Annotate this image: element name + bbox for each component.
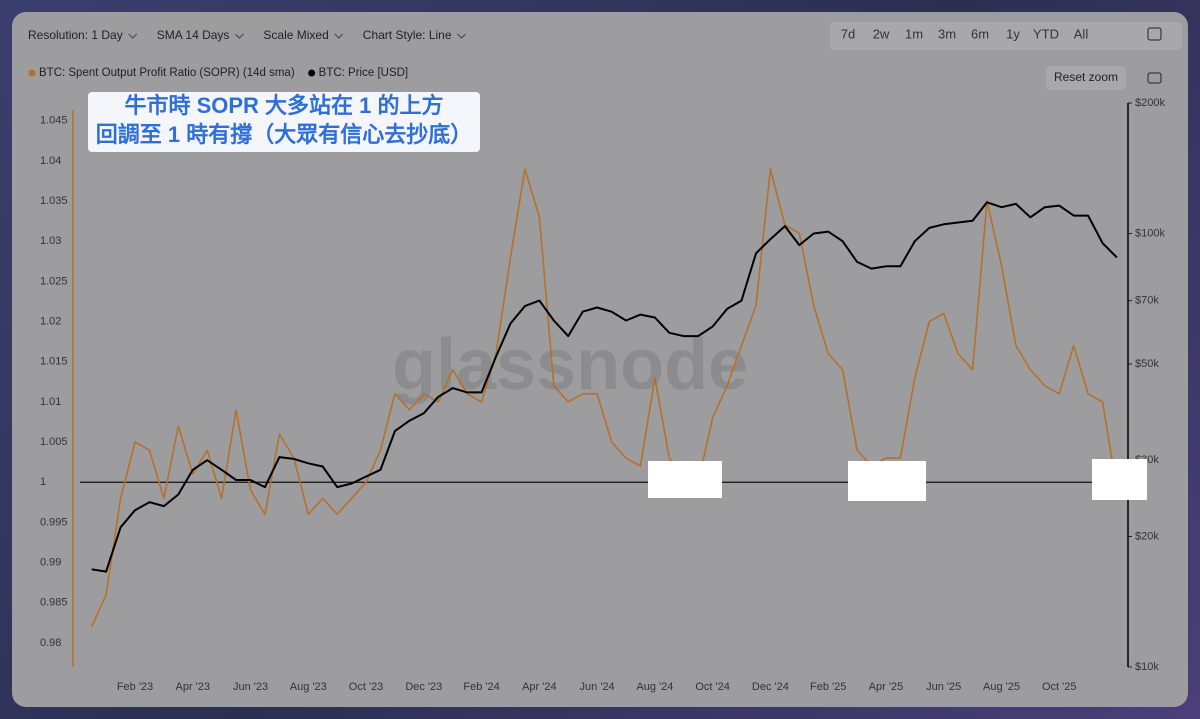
y-tick-label: 1.04 [40, 155, 61, 167]
card [12, 12, 1188, 707]
x-tick-label: Aug '24 [636, 681, 673, 693]
toolbar-dropdown[interactable]: Chart Style: Line [363, 28, 452, 42]
y2-tick-label: $50k [1135, 358, 1159, 370]
y2-tick-label: $10k [1135, 661, 1159, 673]
range-button[interactable]: All [1074, 26, 1089, 41]
y-tick-label: 0.99 [40, 556, 61, 568]
reset-bg [1046, 66, 1126, 90]
toolbar-dropdown[interactable]: SMA 14 Days [157, 28, 230, 42]
y-tick-label: 1.045 [40, 115, 68, 127]
x-tick-label: Feb '23 [117, 681, 153, 693]
x-tick-label: Apr '25 [869, 681, 904, 693]
range-button[interactable]: YTD [1033, 26, 1059, 41]
legend-swatch [28, 69, 36, 77]
y-tick-label: 1.015 [40, 356, 68, 368]
toolbar-dropdown[interactable]: Resolution: 1 Day [28, 28, 123, 42]
legend-label[interactable]: BTC: Spent Output Profit Ratio (SOPR) (1… [39, 67, 295, 79]
annotation-bg [88, 92, 480, 152]
y-tick-label: 0.985 [40, 597, 68, 609]
x-tick-label: Jun '25 [926, 681, 961, 693]
dropdown-caret [334, 33, 344, 39]
watermark: glassnode [392, 325, 748, 405]
y-tick-label: 0.98 [40, 637, 61, 649]
range-button[interactable]: 1m [905, 26, 923, 41]
x-tick-label: Oct '25 [1042, 681, 1077, 693]
range-button[interactable]: 3m [938, 26, 956, 41]
x-tick-label: Dec '23 [405, 681, 442, 693]
y2-tick-label: $100k [1135, 227, 1165, 239]
range-button[interactable]: 7d [841, 26, 855, 41]
dropdown-caret [457, 33, 466, 39]
toolbar-dropdown[interactable]: Scale Mixed [263, 28, 328, 42]
highlight-box [1092, 459, 1147, 500]
y2-tick-label: $20k [1135, 530, 1159, 542]
highlight-box [848, 461, 926, 501]
y-tick-label: 1 [40, 476, 46, 488]
range-button[interactable]: 2w [873, 26, 890, 41]
y-tick-label: 1.03 [40, 235, 61, 247]
range-bar [830, 22, 1182, 50]
series-line [91, 201, 1118, 573]
dropdown-caret [235, 33, 244, 39]
x-tick-label: Feb '25 [810, 681, 846, 693]
y-tick-label: 1.02 [40, 315, 61, 327]
x-tick-label: Aug '25 [983, 681, 1020, 693]
legend-label[interactable]: BTC: Price [USD] [319, 67, 408, 79]
y-tick-label: 1.005 [40, 436, 68, 448]
x-tick-label: Oct '23 [349, 681, 384, 693]
y-tick-label: 0.995 [40, 516, 68, 528]
dropdown-caret [128, 33, 138, 39]
range-button[interactable]: 1y [1006, 26, 1020, 41]
highlight-box [648, 461, 722, 498]
x-tick-label: Jun '24 [580, 681, 615, 693]
x-tick-label: Dec '24 [752, 681, 789, 693]
x-tick-label: Jun '23 [233, 681, 268, 693]
x-tick-label: Apr '24 [522, 681, 557, 693]
y-tick-label: 1.025 [40, 275, 68, 287]
legend-swatch [308, 69, 316, 77]
camera-icon[interactable] [1147, 72, 1162, 84]
y2-tick-label: $70k [1135, 295, 1159, 307]
y-tick-label: 1.01 [40, 396, 61, 408]
annotation: 牛市時 SOPR 大多站在 1 的上方 [124, 93, 443, 118]
y-tick-label: 1.035 [40, 195, 68, 207]
annotation: 回調至 1 時有撐（大眾有信心去抄底） [96, 122, 472, 147]
x-tick-label: Feb '24 [463, 681, 499, 693]
calendar-icon[interactable] [1147, 27, 1162, 41]
y2-tick-label: $200k [1135, 97, 1165, 109]
x-tick-label: Oct '24 [695, 681, 730, 693]
reset-zoom[interactable]: Reset zoom [1054, 70, 1118, 84]
series-line [90, 168, 1118, 628]
x-tick-label: Aug '23 [290, 681, 327, 693]
x-tick-label: Apr '23 [176, 681, 211, 693]
range-button[interactable]: 6m [971, 26, 989, 41]
